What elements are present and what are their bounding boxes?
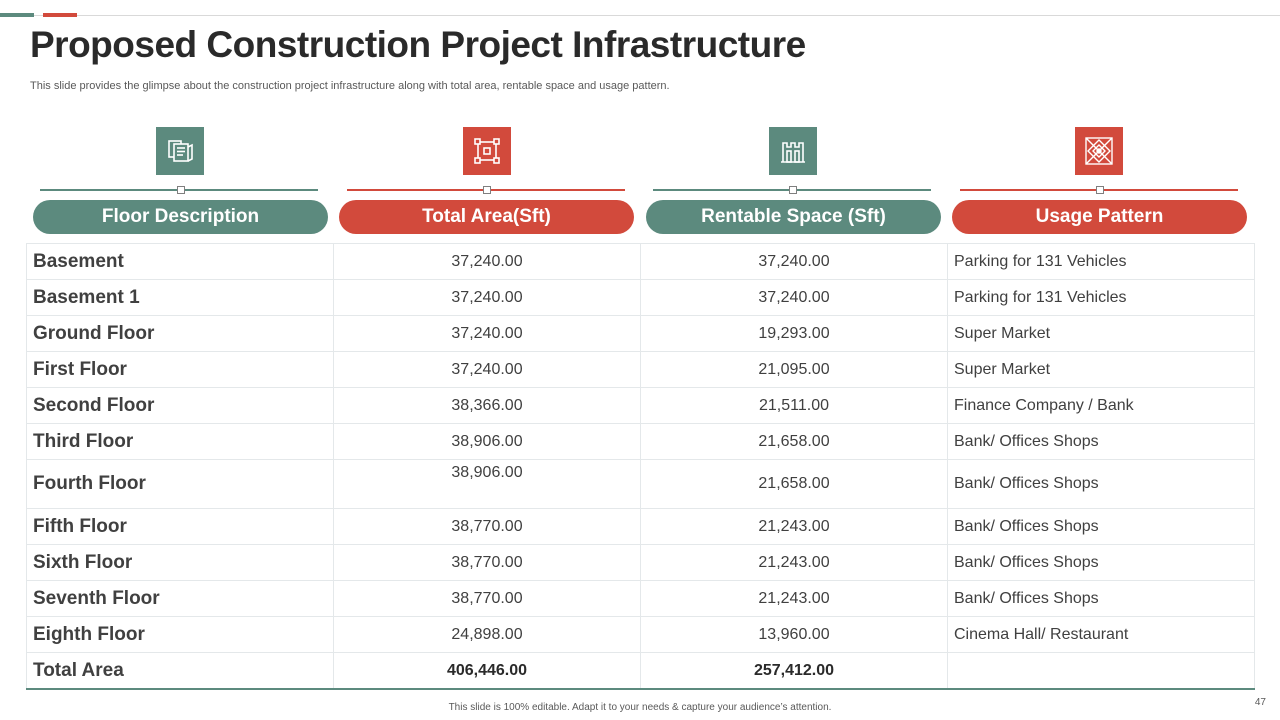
rentable-cell: 21,243.00 bbox=[640, 508, 948, 545]
pattern-icon bbox=[1075, 127, 1123, 175]
table-row: Third Floor 38,906.00 21,658.00 Bank/ Of… bbox=[26, 423, 1255, 460]
total-area-cell: 38,366.00 bbox=[333, 387, 641, 424]
usage-cell: Bank/ Offices Shops bbox=[947, 508, 1255, 545]
header-floor-description: Floor Description bbox=[33, 200, 328, 234]
top-divider-line bbox=[0, 15, 1280, 16]
total-row: Total Area 406,446.00 257,412.00 bbox=[26, 652, 1255, 690]
total-area-cell: 38,770.00 bbox=[333, 508, 641, 545]
total-area-cell: 38,770.00 bbox=[333, 544, 641, 581]
connector-node-total-area bbox=[483, 186, 491, 194]
table-row: Eighth Floor 24,898.00 13,960.00 Cinema … bbox=[26, 616, 1255, 653]
area-frame-icon bbox=[463, 127, 511, 175]
floor-cell: Eighth Floor bbox=[26, 616, 334, 653]
connector-node-floor bbox=[177, 186, 185, 194]
building-icon bbox=[769, 127, 817, 175]
footer-note: This slide is 100% editable. Adapt it to… bbox=[448, 702, 832, 713]
total-area-cell: 37,240.00 bbox=[333, 351, 641, 388]
connector-node-usage bbox=[1096, 186, 1104, 194]
total-area-cell: 37,240.00 bbox=[333, 315, 641, 352]
total-area-cell: 38,770.00 bbox=[333, 580, 641, 617]
rentable-cell: 37,240.00 bbox=[640, 279, 948, 316]
floor-cell: Fourth Floor bbox=[26, 459, 334, 509]
table-row: Ground Floor 37,240.00 19,293.00 Super M… bbox=[26, 315, 1255, 352]
table-row: Basement 1 37,240.00 37,240.00 Parking f… bbox=[26, 279, 1255, 316]
usage-cell: Bank/ Offices Shops bbox=[947, 423, 1255, 460]
rentable-cell: 21,243.00 bbox=[640, 580, 948, 617]
rentable-cell: 37,240.00 bbox=[640, 243, 948, 280]
floor-cell: Third Floor bbox=[26, 423, 334, 460]
floor-cell: Fifth Floor bbox=[26, 508, 334, 545]
usage-cell: Bank/ Offices Shops bbox=[947, 459, 1255, 509]
total-area-sum-cell: 406,446.00 bbox=[333, 652, 641, 690]
rentable-cell: 21,658.00 bbox=[640, 459, 948, 509]
page-subtitle: This slide provides the glimpse about th… bbox=[30, 80, 670, 92]
rentable-cell: 19,293.00 bbox=[640, 315, 948, 352]
floor-cell: Basement bbox=[26, 243, 334, 280]
rentable-cell: 13,960.00 bbox=[640, 616, 948, 653]
table-row: Second Floor 38,366.00 21,511.00 Finance… bbox=[26, 387, 1255, 424]
usage-cell: Parking for 131 Vehicles bbox=[947, 243, 1255, 280]
header-usage-pattern: Usage Pattern bbox=[952, 200, 1247, 234]
connector-node-rentable bbox=[789, 186, 797, 194]
floor-cell: Ground Floor bbox=[26, 315, 334, 352]
rentable-sum-cell: 257,412.00 bbox=[640, 652, 948, 690]
header-total-area: Total Area(Sft) bbox=[339, 200, 634, 234]
total-area-cell: 38,906.00 bbox=[333, 459, 641, 509]
usage-cell: Finance Company / Bank bbox=[947, 387, 1255, 424]
page-title: Proposed Construction Project Infrastruc… bbox=[30, 24, 806, 65]
document-icon bbox=[156, 127, 204, 175]
table-row: Fifth Floor 38,770.00 21,243.00 Bank/ Of… bbox=[26, 508, 1255, 545]
usage-cell: Super Market bbox=[947, 315, 1255, 352]
usage-cell: Cinema Hall/ Restaurant bbox=[947, 616, 1255, 653]
total-label-cell: Total Area bbox=[26, 652, 334, 690]
infrastructure-table: Basement 37,240.00 37,240.00 Parking for… bbox=[26, 243, 1255, 690]
total-area-cell: 38,906.00 bbox=[333, 423, 641, 460]
table-row: Seventh Floor 38,770.00 21,243.00 Bank/ … bbox=[26, 580, 1255, 617]
rentable-cell: 21,511.00 bbox=[640, 387, 948, 424]
top-accent-green bbox=[0, 13, 34, 17]
floor-cell: First Floor bbox=[26, 351, 334, 388]
total-area-cell: 24,898.00 bbox=[333, 616, 641, 653]
page-number: 47 bbox=[1254, 697, 1266, 708]
usage-cell: Bank/ Offices Shops bbox=[947, 580, 1255, 617]
rentable-cell: 21,658.00 bbox=[640, 423, 948, 460]
usage-cell: Super Market bbox=[947, 351, 1255, 388]
usage-total-cell bbox=[947, 652, 1255, 690]
rentable-cell: 21,243.00 bbox=[640, 544, 948, 581]
usage-cell: Parking for 131 Vehicles bbox=[947, 279, 1255, 316]
table-row: First Floor 37,240.00 21,095.00 Super Ma… bbox=[26, 351, 1255, 388]
floor-cell: Sixth Floor bbox=[26, 544, 334, 581]
table-row: Sixth Floor 38,770.00 21,243.00 Bank/ Of… bbox=[26, 544, 1255, 581]
table-row: Basement 37,240.00 37,240.00 Parking for… bbox=[26, 243, 1255, 280]
rentable-cell: 21,095.00 bbox=[640, 351, 948, 388]
table-row: Fourth Floor 38,906.00 21,658.00 Bank/ O… bbox=[26, 459, 1255, 509]
floor-cell: Basement 1 bbox=[26, 279, 334, 316]
top-accent-red bbox=[43, 13, 77, 17]
total-area-cell: 37,240.00 bbox=[333, 243, 641, 280]
floor-cell: Seventh Floor bbox=[26, 580, 334, 617]
usage-cell: Bank/ Offices Shops bbox=[947, 544, 1255, 581]
header-rentable-space: Rentable Space (Sft) bbox=[646, 200, 941, 234]
total-area-cell: 37,240.00 bbox=[333, 279, 641, 316]
floor-cell: Second Floor bbox=[26, 387, 334, 424]
